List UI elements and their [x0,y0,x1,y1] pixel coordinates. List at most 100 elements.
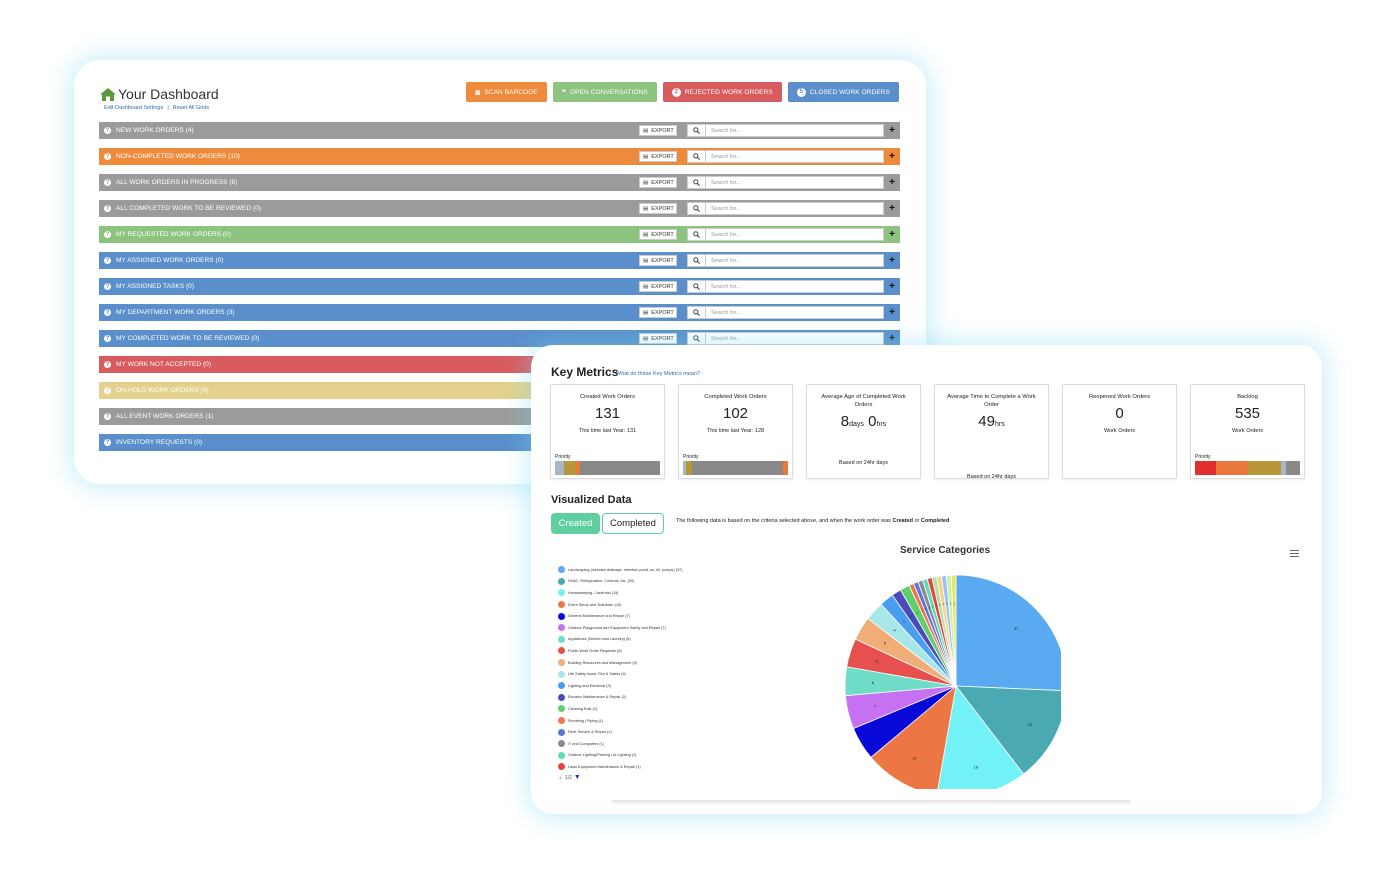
export-button[interactable]: ▤ EXPORT [639,255,677,266]
horizontal-scrollbar[interactable] [611,800,1131,804]
search-placeholder: Search for... [711,309,741,316]
plus-icon[interactable]: + [889,255,895,266]
legend-item[interactable]: IT and Computers (1) [558,738,682,750]
legend-item[interactable]: Building Resources and Management (5) [558,657,682,669]
export-button[interactable]: ▤ EXPORT [639,177,677,188]
help-icon[interactable]: ? [104,127,111,134]
top-button-0[interactable]: ◙ SCAN BARCODE [466,82,547,102]
search-input[interactable]: Search for... [687,176,884,189]
top-button-1[interactable]: ❝ OPEN CONVERSATIONS [552,82,657,102]
pie-slice[interactable] [955,685,1061,775]
legend-item[interactable]: Outdoor Lighting/Parking Lot Lighting (1… [558,750,682,762]
grid-row[interactable]: ? ALL WORK ORDERS IN PROGRESS (8) ▤ EXPORT S… [99,174,900,191]
help-icon[interactable]: ? [104,257,111,264]
search-input[interactable]: Search for... [687,202,884,215]
export-button[interactable]: ▤ EXPORT [639,151,677,162]
legend-item[interactable]: HVAC, Refrigeration, Controls, etc. (20) [558,576,682,588]
pie-data-label: 1 [953,601,955,605]
search-input[interactable]: Search for... [687,124,884,137]
pie-slice[interactable] [955,574,1061,691]
legend-item[interactable]: Plumbing | Piping (1) [558,715,682,727]
top-button-2[interactable]: 2 REJECTED WORK ORDERS [662,82,782,102]
export-button[interactable]: ▤ EXPORT [639,125,677,136]
grid-row[interactable]: ? MY DEPARTMENT WORK ORDERS (3) ▤ EXPORT Sea… [99,304,900,321]
help-icon[interactable]: ? [104,179,111,186]
export-button[interactable]: ▤ EXPORT [639,307,677,318]
metric-value: 49hrs [935,413,1048,430]
search-placeholder: Search for... [711,179,741,186]
top-button-3[interactable]: 5 CLOSED WORK ORDERS [787,82,899,102]
legend-item[interactable]: Outdoor Playground and Equipment Safety … [558,622,682,634]
help-icon[interactable]: ? [104,387,111,394]
edit-dashboard-link[interactable]: Edit Dashboard Settings [104,105,164,111]
pie-slice[interactable] [950,574,957,687]
pie-data-label: 1 [935,604,937,608]
grid-row[interactable]: ? MY COMPLETED WORK TO BE REVIEWED (0) ▤ EX… [99,330,900,347]
grid-title: MY ASSIGNED TASKS (0) [116,283,195,290]
metric-number: 131 [594,405,621,422]
help-icon[interactable]: ? [104,439,111,446]
grid-row[interactable]: ? MY ASSIGNED WORK ORDERS (0) ▤ EXPORT Searc… [99,252,900,269]
legend-item[interactable]: Fleet Service & Repair (1) [558,726,682,738]
legend-item[interactable]: General Maintenance and Repair (7) [558,610,682,622]
legend-item[interactable]: Lighting and Electrical (3) [558,680,682,692]
legend-next-icon[interactable]: ▼ [573,774,581,781]
legend-label: Outdoor Playground and Equipment Safety … [568,625,666,630]
grid-row[interactable]: ? MY ASSIGNED TASKS (0) ▤ EXPORT Search for.… [99,278,900,295]
legend-item[interactable]: Landscaping (includes drainage, retentio… [558,564,682,576]
toggle-completed[interactable]: Completed [602,513,664,534]
home-icon [100,87,116,101]
plus-icon[interactable]: + [889,333,895,344]
export-button[interactable]: ▤ EXPORT [639,281,677,292]
plus-icon[interactable]: + [889,281,895,292]
export-button[interactable]: ▤ EXPORT [639,203,677,214]
help-icon[interactable]: ? [104,205,111,212]
search-input[interactable]: Search for... [687,280,884,293]
search-input[interactable]: Search for... [687,150,884,163]
plus-icon[interactable]: + [889,177,895,188]
chart-menu-icon[interactable] [1290,550,1299,557]
reset-grids-link[interactable]: Reset All Grids [172,105,210,111]
plus-icon[interactable]: + [889,229,895,240]
plus-icon[interactable]: + [889,203,895,214]
search-input[interactable]: Search for... [687,254,884,267]
legend-prev-icon[interactable]: ▲ [558,774,563,781]
legend-item[interactable]: Elevator Maintenance & Repair (2) [558,692,682,704]
chart-title: Service Categories [899,545,991,556]
grid-row[interactable]: ? NON-COMPLETED WORK ORDERS (10) ▤ EXPORT Se… [99,148,900,165]
legend-item[interactable]: Life Safety Issue: Fire & Safety (4) [558,668,682,680]
search-input[interactable]: Search for... [687,228,884,241]
toggle-created[interactable]: Created [551,513,600,534]
legend-item[interactable]: Public Work Order Requests (6) [558,645,682,657]
pie-slice[interactable] [937,685,1025,789]
legend-item[interactable]: Lawn Equipment Maintenance & Repair (1) [558,761,682,773]
plus-icon[interactable]: + [889,125,895,136]
plus-icon[interactable]: + [889,307,895,318]
legend-item[interactable]: Cleaning Bulk (2) [558,703,682,715]
export-button[interactable]: ▤ EXPORT [639,333,677,344]
search-placeholder: Search for... [711,283,741,290]
key-metrics-help-link[interactable]: What do these Key Metrics mean? [616,371,701,377]
pie-data-label: 3 [903,620,905,624]
help-icon[interactable]: ? [104,335,111,342]
grid-row[interactable]: ? MY REQUESTED WORK ORDERS (0) ▤ EXPORT Sear… [99,226,900,243]
pie-slice[interactable] [870,684,957,789]
plus-icon[interactable]: + [889,151,895,162]
help-icon[interactable]: ? [104,153,111,160]
grid-row[interactable]: ? NEW WORK ORDERS (4) ▤ EXPORT Search for...… [99,122,900,139]
grid-title: MY DEPARTMENT WORK ORDERS (3) [116,309,235,316]
help-icon[interactable]: ? [104,361,111,368]
search-input[interactable]: Search for... [687,332,884,345]
help-icon[interactable]: ? [104,231,111,238]
help-icon[interactable]: ? [104,283,111,290]
search-input[interactable]: Search for... [687,306,884,319]
legend-item[interactable]: Appliances (Kitchen and Laundry) (6) [558,634,682,646]
top-button-label: REJECTED WORK ORDERS [684,88,773,96]
legend-label: Life Safety Issue: Fire & Safety (4) [568,672,626,677]
grid-row[interactable]: ? ALL COMPLETED WORK TO BE REVIEWED (0) ▤ E… [99,200,900,217]
legend-item[interactable]: Housekeeping / Janitorial (19) [558,587,682,599]
legend-item[interactable]: Event Setup and Teardown (16) [558,599,682,611]
help-icon[interactable]: ? [104,309,111,316]
export-button[interactable]: ▤ EXPORT [639,229,677,240]
help-icon[interactable]: ? [104,413,111,420]
